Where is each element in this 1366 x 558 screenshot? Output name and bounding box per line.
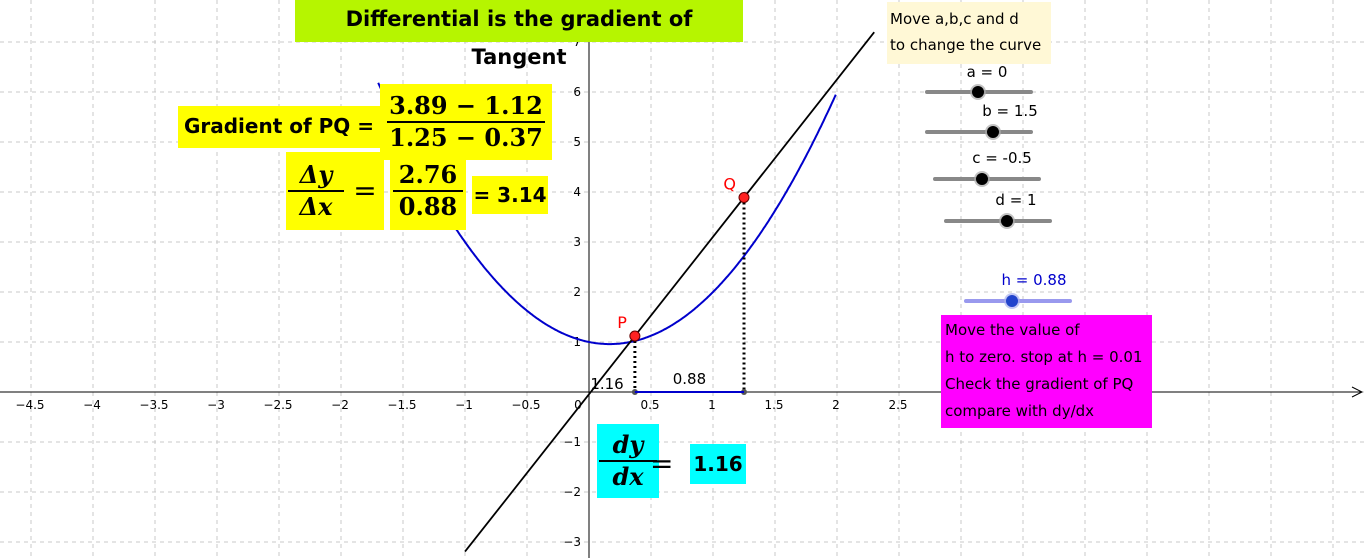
y-tick-label: 4	[573, 185, 581, 199]
x-tick-label: −4	[83, 398, 101, 412]
dx-label: dx	[612, 462, 644, 491]
x-tick-label: −2	[331, 398, 349, 412]
page-title: Differential is the gradient of Tangent	[295, 0, 743, 69]
x-tick-label: 0	[574, 398, 582, 412]
gradient-pq-label: Gradient of PQ =	[178, 106, 380, 148]
fraction-bar	[393, 190, 463, 192]
note-line: Move the value of	[945, 321, 1080, 339]
y-tick-label: −2	[563, 485, 581, 499]
equals-sign: =	[650, 447, 674, 480]
delta-x: Δx	[299, 192, 333, 221]
equals-sign: =	[346, 152, 384, 230]
value-dy: 2.76	[398, 160, 458, 190]
slider-label: d = 1	[995, 191, 1036, 209]
y-tick-label: 2	[573, 285, 581, 299]
point-label-q: Q	[723, 175, 736, 194]
x-tick-label: −3	[207, 398, 225, 412]
point-p[interactable]	[629, 330, 641, 342]
x-tick-label: 0.5	[640, 398, 659, 412]
delta-fraction: Δy Δx	[286, 152, 346, 230]
y-tick-label: 5	[573, 135, 581, 149]
slider-group[interactable]: a = 0 b = 1.5 c = -0.5 d = 1 h = 0.88	[925, 63, 1072, 309]
x-tick-label: −3.5	[139, 398, 168, 412]
x-tick-label: −0.5	[511, 398, 540, 412]
slider-knob[interactable]	[1001, 215, 1013, 227]
gradient-result: = 3.14	[472, 176, 548, 214]
slope-label: 1.16	[590, 375, 623, 393]
fraction-bar	[288, 190, 344, 192]
slider-knob[interactable]	[976, 173, 988, 185]
instruction-h-note: Move the value of h to zero. stop at h =…	[941, 315, 1152, 428]
delta-y: Δy	[299, 160, 333, 190]
dy-label: dy	[612, 430, 644, 460]
x-tick-label: 2.5	[888, 398, 907, 412]
slider-label: c = -0.5	[972, 149, 1032, 167]
fraction-bar	[599, 460, 657, 462]
derivative-fraction: dy dx	[597, 424, 659, 498]
slider-knob[interactable]	[1006, 295, 1018, 307]
note-line: Move a,b,c and d	[890, 10, 1019, 28]
point-label-p: P	[617, 313, 627, 332]
slider-knob[interactable]	[972, 86, 984, 98]
points[interactable]: PQ	[617, 175, 750, 342]
x-axis-arrow-icon	[1351, 386, 1364, 398]
fraction-bar	[386, 121, 546, 123]
value-dx: 0.88	[398, 192, 458, 221]
y-tick-label: 6	[573, 85, 581, 99]
dx-label: 0.88	[673, 370, 706, 388]
fraction-denominator: 1.25 − 0.37	[389, 123, 543, 152]
gradient-pq-fraction: 3.89 − 1.12 1.25 − 0.37	[380, 84, 552, 160]
fraction-numerator: 3.89 − 1.12	[389, 91, 543, 121]
x-tick-label: −4.5	[15, 398, 44, 412]
x-tick-label: −1.5	[387, 398, 416, 412]
slider-label: h = 0.88	[1001, 271, 1066, 289]
x-tick-label: −1	[455, 398, 473, 412]
instruction-curve-note: Move a,b,c and d to change the curve	[887, 2, 1051, 64]
slider-label: b = 1.5	[982, 102, 1037, 120]
point-q[interactable]	[738, 192, 750, 203]
y-tick-label: 1	[573, 335, 581, 349]
y-tick-label: 3	[573, 235, 581, 249]
derivative-value: 1.16	[690, 444, 746, 484]
values-fraction: 2.76 0.88	[390, 152, 466, 230]
x-tick-label: 1.5	[764, 398, 783, 412]
x-tick-label: −2.5	[263, 398, 292, 412]
y-tick-label: −3	[563, 535, 581, 549]
slider-knob[interactable]	[987, 126, 999, 138]
note-line: compare with dy/dx	[945, 402, 1095, 420]
note-line: h to zero. stop at h = 0.01	[945, 348, 1143, 366]
note-line: to change the curve	[890, 36, 1042, 54]
y-tick-label: 7	[573, 35, 581, 49]
y-tick-label: −1	[563, 435, 581, 449]
x-tick-label: 2	[832, 398, 840, 412]
projection-lines: 1.16 0.88	[590, 197, 747, 395]
slider-label: a = 0	[967, 63, 1008, 81]
x-tick-label: 1	[708, 398, 716, 412]
tangent-line[interactable]	[464, 31, 875, 553]
note-line: Check the gradient of PQ	[945, 375, 1134, 393]
